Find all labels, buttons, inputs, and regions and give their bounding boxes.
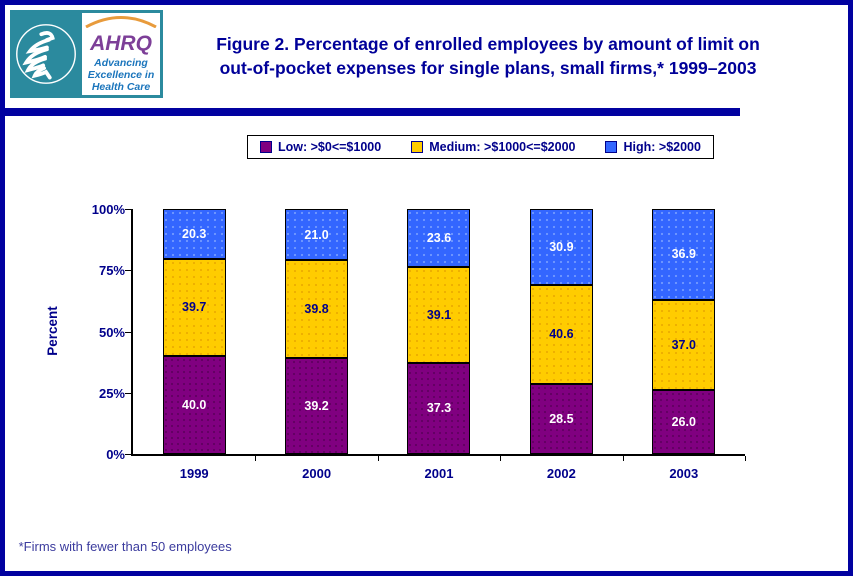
- legend-item-medium: Medium: >$1000<=$2000: [411, 140, 575, 154]
- bar-value-label: 28.5: [549, 412, 574, 427]
- bar-segment: 28.5: [529, 384, 593, 454]
- bar-stack-2003: 26.0 37.0 36.9: [652, 209, 716, 454]
- y-axis-tick: [125, 392, 131, 394]
- tagline-line: Advancing: [94, 57, 148, 69]
- y-axis-tick: [125, 454, 131, 455]
- x-axis-label-2002: 2002: [546, 466, 576, 481]
- x-axis-tick: [745, 456, 746, 461]
- bar-segment: 40.6: [529, 284, 593, 385]
- x-axis-label-2001: 2001: [424, 466, 454, 481]
- stacked-bar-chart: Percent 40.0 39.7 20.3 39.2 39.8 21.0 37.3 39.1…: [5, 165, 848, 501]
- x-axis-tick: [500, 456, 502, 461]
- bar-stack-1999: 40.0 39.7 20.3: [162, 209, 226, 454]
- y-axis-label-25%: 25%: [98, 385, 125, 401]
- bar-value-label: 39.7: [182, 300, 207, 315]
- bar-segment: 36.9: [652, 209, 716, 300]
- y-axis-tick: [125, 331, 131, 333]
- bar-value-label: 39.2: [304, 398, 329, 413]
- tagline-line: Excellence in: [87, 69, 155, 82]
- legend-label-high: High: >$2000: [623, 140, 701, 154]
- bar-segment: 20.3: [162, 209, 226, 259]
- footnote-firms: *Firms with fewer than 50 employees: [15, 539, 232, 554]
- bar-column-2000: 39.2 39.8 21.0: [255, 209, 377, 454]
- bar-value-label: 37.0: [671, 337, 696, 352]
- bar-segment: 21.0: [285, 209, 349, 261]
- legend-swatch-medium-icon: [411, 141, 424, 153]
- ahrq-arc-icon: [85, 16, 157, 29]
- bar-segment: 39.7: [162, 258, 226, 356]
- bar-stack-2000: 39.2 39.8 21.0: [285, 209, 349, 454]
- bar-value-label: 23.6: [426, 230, 452, 245]
- bar-value-label: 39.8: [304, 302, 329, 317]
- legend-label-low: Low: >$0<=$1000: [278, 140, 382, 154]
- bar-value-label: 39.1: [426, 307, 452, 322]
- footnotes: *Firms with fewer than 50 employees Note…: [15, 509, 848, 571]
- bar-segment: 40.0: [162, 356, 226, 454]
- bar-value-label: 37.3: [426, 401, 452, 416]
- bar-segment: 37.3: [407, 362, 471, 454]
- y-axis-label-75%: 75%: [98, 263, 125, 279]
- plot-area: 40.0 39.7 20.3 39.2 39.8 21.0 37.3 39.1 23.6 28.5…: [131, 209, 745, 456]
- bar-value-label: 30.9: [549, 239, 574, 254]
- legend-item-high: High: >$2000: [605, 140, 701, 154]
- bar-column-2002: 28.5 40.6 30.9: [500, 209, 622, 454]
- bar-segment: 39.2: [285, 357, 349, 454]
- bar-segment: 23.6: [407, 209, 471, 267]
- y-axis-label-0%: 0%: [106, 447, 125, 462]
- x-axis-tick: [255, 456, 257, 461]
- y-axis-label-100%: 100%: [91, 202, 125, 217]
- divider-rule: [5, 108, 740, 116]
- ahrq-logo-panel: AHRQ Advancing Excellence in Health Care: [82, 13, 160, 95]
- bar-value-label: 21.0: [304, 227, 329, 242]
- bar-column-2003: 26.0 37.0 36.9: [623, 209, 745, 454]
- bar-value-label: 36.9: [671, 247, 696, 262]
- ahrq-wordmark: AHRQ: [90, 32, 152, 55]
- figure-title-line2: out-of-pocket expenses for single plans,…: [219, 57, 757, 78]
- bar-value-label: 40.6: [549, 327, 574, 342]
- x-axis-tick: [622, 456, 624, 461]
- bar-column-2001: 37.3 39.1 23.6: [378, 209, 500, 454]
- x-axis-label-2000: 2000: [302, 466, 332, 481]
- y-axis-label-50%: 50%: [98, 324, 125, 340]
- bar-stack-2002: 28.5 40.6 30.9: [529, 209, 593, 454]
- bar-segment: 26.0: [652, 390, 716, 454]
- x-axis-label-2003: 2003: [669, 466, 699, 481]
- bar-segment: 39.8: [285, 260, 349, 358]
- y-axis-tick: [125, 209, 131, 210]
- bar-stack-2001: 37.3 39.1 23.6: [407, 209, 471, 454]
- bar-value-label: 20.3: [182, 226, 207, 241]
- bar-value-label: 26.0: [671, 415, 696, 430]
- chart-legend: Low: >$0<=$1000 Medium: >$1000<=$2000 Hi…: [247, 135, 714, 159]
- bar-segment: 39.1: [407, 266, 471, 363]
- figure-title-line1: Figure 2. Percentage of enrolled employe…: [216, 34, 760, 54]
- legend-label-medium: Medium: >$1000<=$2000: [429, 140, 576, 154]
- y-axis-title: Percent: [45, 306, 60, 356]
- legend-item-low: Low: >$0<=$1000: [260, 140, 381, 154]
- figure-title: Figure 2. Percentage of enrolled employe…: [163, 5, 848, 80]
- bar-value-label: 40.0: [182, 398, 207, 412]
- legend-swatch-high-icon: [605, 141, 618, 153]
- hhs-ahrq-logo: AHRQ Advancing Excellence in Health Care: [10, 10, 163, 98]
- legend-swatch-low-icon: [260, 141, 272, 153]
- x-axis-label-1999: 1999: [179, 466, 209, 481]
- ahrq-tagline: Advancing Excellence in Health Care: [82, 57, 160, 93]
- y-axis-tick: [125, 270, 131, 272]
- header: AHRQ Advancing Excellence in Health Care…: [5, 5, 848, 98]
- hhs-eagle-icon: [13, 15, 79, 93]
- bar-segment: 30.9: [529, 209, 593, 285]
- bar-segment: 37.0: [652, 299, 716, 391]
- x-axis-tick: [377, 456, 379, 461]
- bar-column-1999: 40.0 39.7 20.3: [133, 209, 255, 454]
- tagline-line: Health Care: [91, 81, 151, 94]
